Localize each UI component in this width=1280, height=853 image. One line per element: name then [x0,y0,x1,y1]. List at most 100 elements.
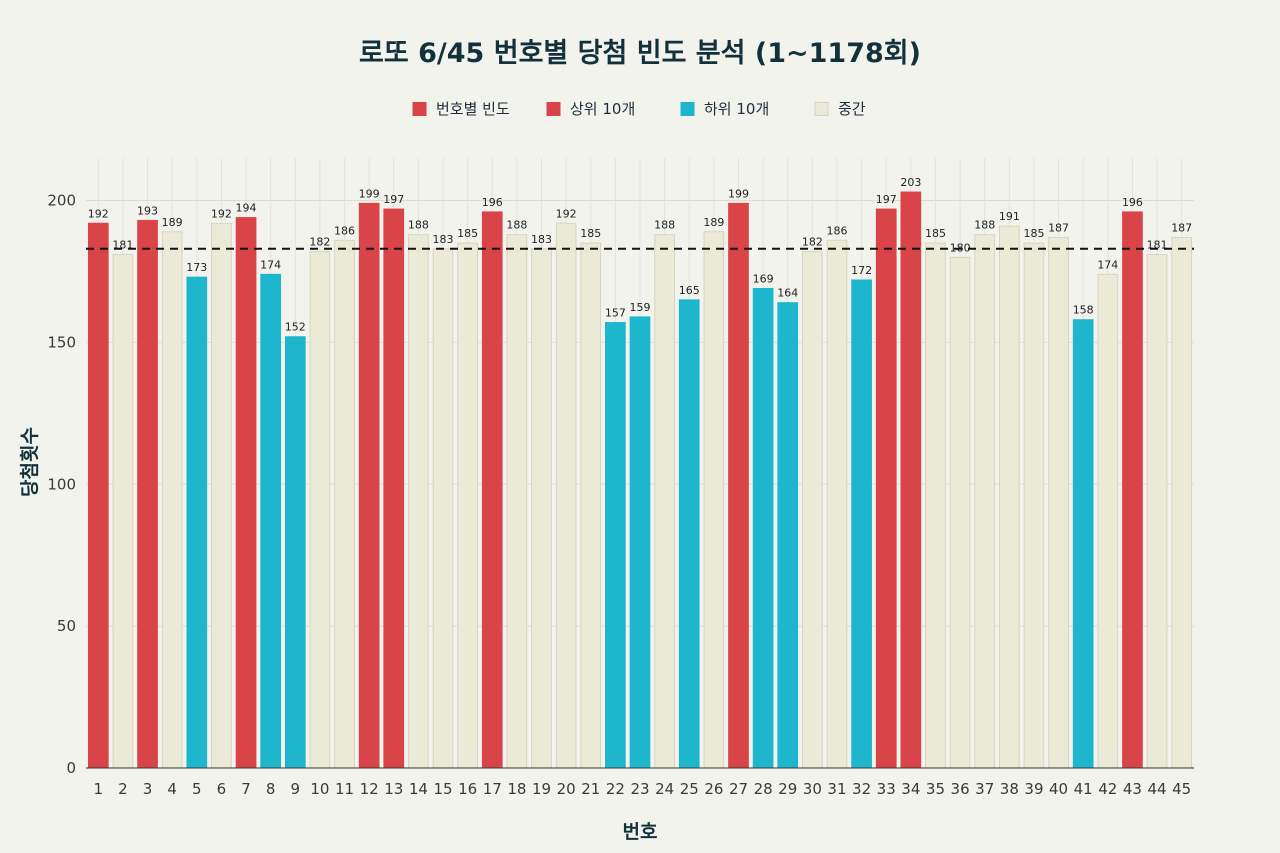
bar-36 [949,256,971,769]
bar-6 [211,222,232,769]
bar-12 [358,202,380,769]
bar-40 [1048,236,1069,769]
bar-value-label: 192 [211,207,232,220]
bar-value-label: 189 [703,216,724,229]
x-tick-label: 15 [433,780,452,798]
bar-value-label: 169 [753,273,774,286]
bar-4 [161,231,183,769]
x-tick-label: 18 [507,780,526,798]
x-tick-label: 32 [852,780,871,798]
x-tick-label: 4 [167,780,177,798]
x-tick-label: 7 [241,780,251,798]
bar-32 [851,279,872,769]
x-tick-label: 45 [1172,780,1191,798]
x-tick-label: 44 [1148,780,1167,798]
bar-10 [309,251,331,769]
x-tick-label: 14 [409,780,428,798]
bar-42 [1097,273,1119,769]
bar-value-label: 182 [802,236,823,249]
bar-35 [925,242,946,769]
x-tick-label: 36 [951,780,970,798]
bar-34 [900,191,922,769]
bar-5 [186,276,208,769]
x-tick-label: 42 [1098,780,1117,798]
legend-swatch [546,102,561,116]
legend-swatch [814,102,829,116]
x-tick-label: 30 [803,780,822,798]
bar-13 [383,208,405,769]
bar-value-label: 188 [506,219,527,232]
bar-value-label: 185 [925,227,946,240]
bar-value-label: 188 [974,219,995,232]
x-tick-label: 39 [1024,780,1043,798]
bar-15 [432,248,454,769]
bar-value-label: 185 [1023,227,1044,240]
legend-swatch [680,102,695,116]
x-tick-label: 27 [729,780,748,798]
legend-label: 하위 10개 [704,100,769,118]
bar-value-label: 165 [679,284,700,297]
x-tick-label: 12 [360,780,379,798]
y-axis-title: 당첨횟수 [19,427,41,497]
x-tick-label: 34 [901,780,920,798]
bar-value-label: 194 [236,202,257,215]
x-tick-label: 22 [606,780,625,798]
bar-value-label: 159 [630,301,651,314]
bar-28 [752,288,774,769]
bar-19 [531,248,552,769]
y-tick-label: 50 [57,617,76,635]
x-tick-label: 28 [754,780,773,798]
bar-value-label: 196 [1122,196,1143,209]
bar-value-label: 192 [556,207,577,220]
bar-value-label: 187 [1048,221,1069,234]
bar-26 [703,231,725,769]
x-tick-label: 41 [1074,780,1093,798]
x-tick-label: 24 [655,780,674,798]
bar-value-label: 157 [605,307,626,320]
bar-18 [506,234,528,769]
bar-value-label: 164 [777,287,798,300]
bar-7 [235,217,257,769]
bar-8 [260,273,282,769]
bar-value-label: 199 [728,187,749,200]
bar-value-label: 188 [408,219,429,232]
bar-17 [481,211,503,769]
bar-value-label: 174 [260,258,281,271]
legend-label: 중간 [838,100,866,118]
bar-value-label: 196 [482,196,503,209]
x-tick-label: 31 [827,780,846,798]
bar-23 [629,316,651,769]
x-tick-label: 37 [975,780,994,798]
bar-16 [457,242,478,769]
x-tick-label: 2 [118,780,128,798]
bar-29 [777,302,799,769]
y-axis-ticks: 0 50 100 150 200 [47,192,76,777]
x-tick-label: 16 [458,780,477,798]
bar-39 [1023,242,1045,769]
bar-value-label: 188 [654,219,675,232]
x-tick-label: 26 [704,780,723,798]
bar-1 [87,222,109,769]
bar-9 [284,336,306,769]
y-tick-label: 200 [47,192,76,210]
bar-value-label: 189 [162,216,183,229]
chart-title: 로또 6/45 번호별 당첨 빈도 분석 (1~1178회) [359,38,921,69]
bar-value-label: 186 [334,224,355,237]
x-tick-label: 33 [877,780,896,798]
x-tick-label: 9 [291,780,301,798]
x-tick-label: 5 [192,780,202,798]
legend-swatch [412,102,427,116]
bar-value-label: 187 [1171,221,1192,234]
bar-27 [728,202,749,769]
bar-21 [580,242,602,769]
y-tick-label: 150 [47,333,76,351]
bar-22 [605,322,626,769]
bar-value-label: 158 [1073,304,1094,317]
x-tick-label: 20 [557,780,576,798]
x-tick-label: 40 [1049,780,1068,798]
y-tick-label: 0 [66,759,76,777]
x-tick-label: 6 [217,780,227,798]
